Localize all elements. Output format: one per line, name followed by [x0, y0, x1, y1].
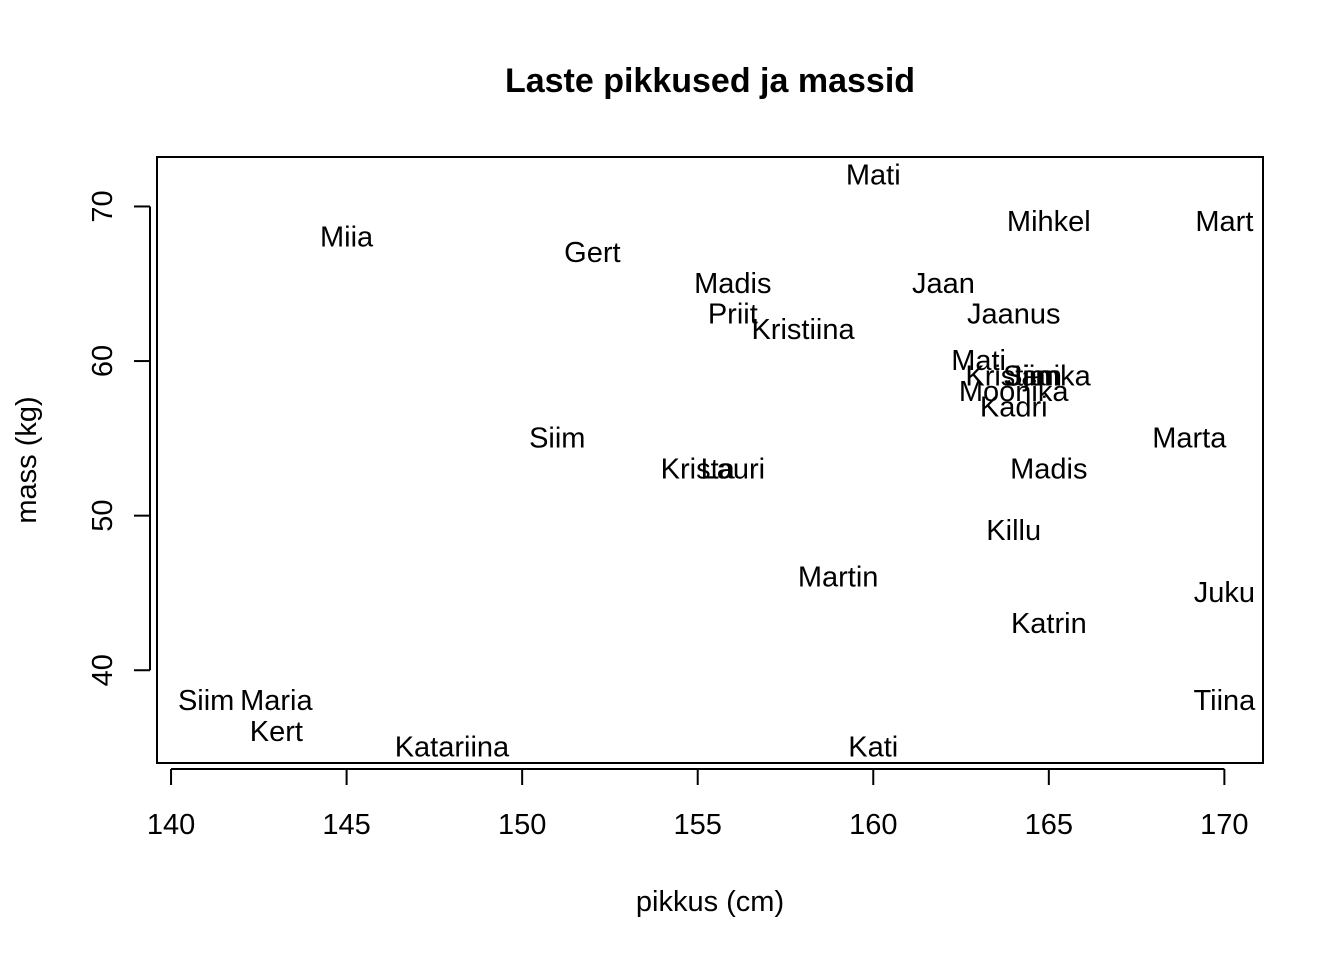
point-label: Marta	[1152, 422, 1227, 454]
y-tick-label: 70	[87, 190, 119, 222]
point-label: Mati	[951, 345, 1006, 377]
x-tick-label: 140	[147, 809, 195, 841]
point-label: Jaan	[912, 268, 975, 300]
point-label: Siim	[529, 422, 585, 454]
point-label: Killu	[986, 515, 1041, 547]
point-label: Gert	[564, 237, 620, 269]
y-axis: 40 50 60 70	[87, 190, 151, 686]
point-label: Madis	[694, 268, 771, 300]
y-tick-label: 50	[87, 500, 119, 532]
point-label: Krista	[661, 453, 736, 485]
point-label: Maria	[240, 685, 313, 717]
point-label: Kristjan	[965, 361, 1062, 393]
point-label: Kadri	[980, 391, 1048, 423]
point-label: Kati	[848, 732, 898, 764]
x-tick-label: 150	[498, 809, 546, 841]
point-label: Katariina	[395, 732, 510, 764]
point-label: Moonika	[959, 376, 1069, 408]
x-tick-label: 160	[849, 809, 897, 841]
point-label: Lauri	[701, 453, 766, 485]
chart-title: Laste pikkused ja massid	[505, 62, 915, 100]
point-label: Kristiina	[751, 314, 855, 346]
y-tick-label: 40	[87, 654, 119, 686]
point-label: Priit	[708, 299, 758, 331]
y-axis-label: mass (kg)	[11, 396, 43, 523]
point-label: Mihkel	[1007, 206, 1091, 238]
x-axis: 140 145 150 155 160 165 170	[147, 768, 1249, 841]
plot-frame	[156, 156, 1264, 764]
point-label: Siim	[178, 685, 234, 717]
point-label: Mati	[846, 160, 901, 192]
point-label: Madis	[1010, 453, 1087, 485]
point-label: Janika	[1007, 361, 1092, 393]
x-tick-label: 145	[322, 809, 370, 841]
x-tick-label: 170	[1200, 809, 1248, 841]
x-tick-label: 165	[1025, 809, 1073, 841]
point-label: Katrin	[1011, 608, 1087, 640]
point-label: Tiina	[1193, 685, 1256, 717]
x-axis-label: pikkus (cm)	[636, 886, 784, 918]
point-label: Miia	[320, 221, 374, 253]
point-label: Juku	[1194, 577, 1255, 609]
y-tick-label: 60	[87, 345, 119, 377]
point-label: Martin	[798, 561, 879, 593]
point-label: Kert	[250, 716, 303, 748]
x-tick-label: 155	[674, 809, 722, 841]
point-label: Mart	[1195, 206, 1253, 238]
point-label: Jaanus	[967, 299, 1061, 331]
point-labels: Mati Mihkel Mart Miia Gert Madis Jaan Priit Jaan…	[178, 160, 1256, 764]
point-label: Siim	[1003, 361, 1059, 393]
